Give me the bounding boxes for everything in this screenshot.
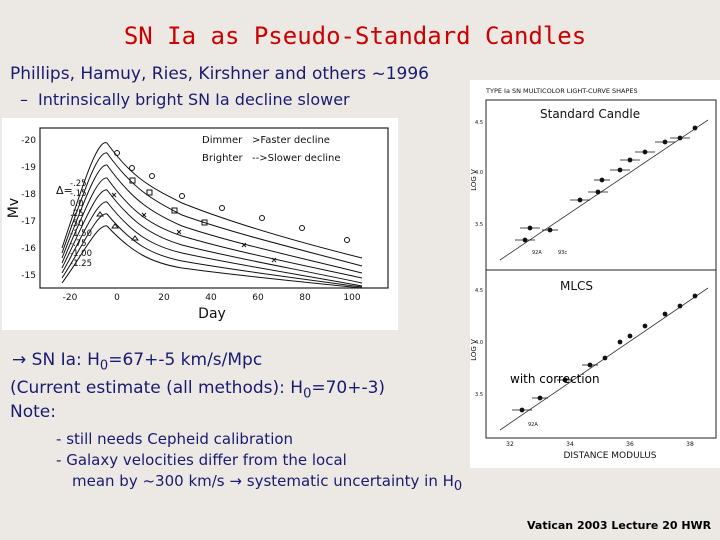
note-label: Note: (10, 402, 56, 422)
top-panel-title: Standard Candle (540, 107, 640, 121)
delta-value: -.25 (70, 179, 87, 189)
subpoint-velocity: - Galaxy velocities differ from the loca… (56, 451, 347, 469)
bottom-panel-points (512, 293, 698, 413)
delta-value: -1.25 (70, 259, 92, 269)
subpoint-velocity-continued: mean by ~300 km/s → systematic uncertain… (72, 472, 462, 494)
lc-y-tick: -17 (21, 217, 36, 227)
top-fit-line (499, 119, 709, 261)
arrow-icon: → (229, 472, 242, 490)
lc-y-tick: -20 (21, 136, 36, 146)
h0-result-value: =67+-5 km/s/Mpc (108, 350, 263, 370)
h0-result-text: SN Ia: H (31, 350, 100, 370)
legend-dimmer-arrow: >Faster decline (252, 135, 330, 146)
slide-title: SN Ia as Pseudo-Standard Candles (123, 22, 587, 50)
candle-x-tick: 36 (626, 441, 634, 448)
lc-x-tick: -20 (63, 293, 78, 303)
lc-x-tick: 0 (114, 293, 120, 303)
delta-value: -1.00 (70, 249, 92, 259)
bullet-decline: – Intrinsically bright SN Ia decline slow… (20, 90, 350, 109)
authors-line: Phillips, Hamuy, Ries, Kirshner and othe… (10, 64, 429, 84)
candle-y-tick: 3.5 (475, 392, 483, 398)
subpoint-velocity-text: Galaxy velocities differ from the local (66, 451, 347, 469)
lc-x-tick: 100 (343, 293, 360, 303)
lc-y-tick: -16 (21, 244, 36, 254)
delta-label: Δ= (56, 184, 73, 197)
lc-y-tick: -19 (21, 163, 36, 173)
candle-y-label-bottom: LOG V (470, 339, 478, 361)
delta-value: -1.50 (70, 229, 92, 239)
lc-y-label: Mv (6, 198, 22, 218)
candle-y-label-top: LOG V (470, 169, 478, 191)
legend-brighter-arrow: -->Slower decline (252, 153, 341, 164)
candle-x-tick: 38 (686, 441, 694, 448)
delta-value: 0.0 (70, 199, 84, 209)
candle-header: TYPE Ia SN MULTICOLOR LIGHT-CURVE SHAPES (485, 87, 638, 95)
with-correction-label: with correction (510, 372, 600, 386)
h0-current-value: =70+-3) (311, 378, 386, 398)
delta-value: -.75 (70, 239, 87, 249)
standard-candle-figure: TYPE Ia SN MULTICOLOR LIGHT-CURVE SHAPES… (470, 80, 720, 468)
legend-brighter: Brighter (202, 153, 244, 164)
candle-y-tick: 4.5 (475, 120, 483, 126)
candle-x-tick: 34 (566, 441, 574, 448)
lc-y-tick: -15 (21, 271, 36, 281)
candle-y-tick: 3.5 (475, 222, 483, 228)
candle-y-tick: 4.5 (475, 288, 483, 294)
legend-dimmer: Dimmer (202, 135, 243, 146)
candle-x-label: DISTANCE MODULUS (563, 451, 656, 461)
h0-current-text: (Current estimate (all methods): H (10, 378, 304, 398)
delta-value: -.15 (70, 189, 87, 199)
lc-x-tick: 20 (158, 293, 170, 303)
top-point-label: 92A (532, 250, 542, 256)
subpoint-dash: - (56, 430, 62, 448)
lc-x-tick: 60 (252, 293, 264, 303)
lc-x-ticks: -20 0 20 40 60 80 100 (63, 293, 361, 303)
delta-value: .25 (70, 209, 84, 219)
footer: Vatican 2003 Lecture 20 HWR (527, 519, 712, 532)
lc-x-tick: 40 (205, 293, 217, 303)
light-curves (61, 142, 363, 289)
bottom-point-label: 92A (528, 422, 538, 428)
candle-x-tick: 32 (506, 441, 514, 448)
candle-bottom-y-ticks: 4.5 4.0 3.5 (475, 288, 483, 398)
subpoint-velocity-c: systematic uncertainty in H (246, 472, 454, 490)
light-curve-figure: -20 -19 -18 -17 -16 -15 -20 0 20 40 60 8… (2, 118, 398, 330)
lc-legend: Dimmer >Faster decline Brighter -->Slowe… (202, 135, 341, 164)
h0-subscript: 0 (99, 358, 109, 374)
top-panel-points (515, 125, 698, 243)
bottom-panel-title: MLCS (560, 279, 593, 293)
h0-subscript: 0 (303, 386, 312, 402)
bullet-dash: – (20, 90, 28, 109)
h0-result: → SN Ia: H0=67+-5 km/s/Mpc (12, 350, 262, 373)
delta-value: .50 (70, 219, 84, 229)
lc-y-ticks: -20 -19 -18 -17 -16 -15 (21, 136, 36, 281)
lc-x-label: Day (198, 306, 226, 322)
lc-x-tick: 80 (299, 293, 311, 303)
candle-y-tick: 4.0 (475, 170, 483, 176)
top-point-label: 93c (558, 250, 567, 256)
bullet-decline-text: Intrinsically bright SN Ia decline slowe… (38, 90, 350, 109)
lc-y-tick: -18 (21, 190, 36, 200)
light-curve-markers (96, 150, 350, 263)
candle-top-y-ticks: 4.5 4.0 3.5 (475, 120, 483, 228)
arrow-icon: → (12, 350, 27, 370)
h0-subscript: 0 (453, 479, 463, 494)
candle-x-ticks: 32 34 36 38 (506, 441, 694, 448)
subpoint-calibration: - still needs Cepheid calibration (56, 430, 293, 448)
lc-delta-labels: Δ= -.25 -.15 0.0 .25 .50 -1.50 -.75 -1.0… (56, 179, 92, 269)
candle-y-tick: 4.0 (475, 340, 483, 346)
subpoint-velocity-b: mean by ~300 km/s (72, 472, 225, 490)
subpoint-dash: - (56, 451, 62, 469)
subpoint-calibration-text: still needs Cepheid calibration (66, 430, 294, 448)
h0-current-estimate: (Current estimate (all methods): H0=70+-… (10, 378, 385, 401)
